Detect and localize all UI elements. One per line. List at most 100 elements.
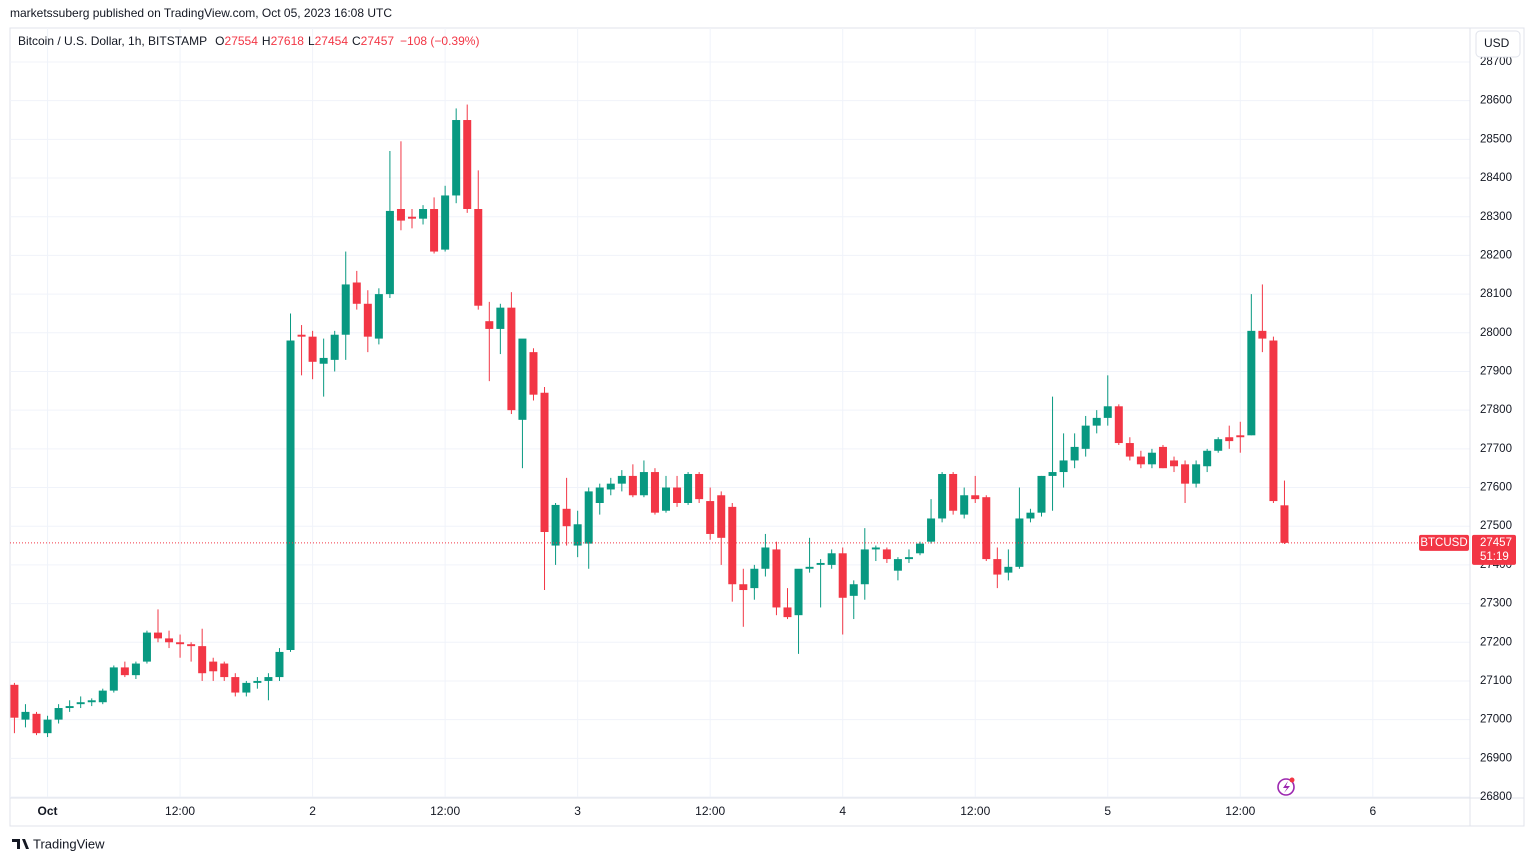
candle-body xyxy=(264,677,273,681)
chart-frame xyxy=(9,27,1525,827)
candle-body xyxy=(518,338,527,420)
brand: TradingView xyxy=(12,836,105,851)
candle-body xyxy=(275,651,284,678)
candle-body xyxy=(1258,330,1267,339)
price-tag-value: 27457 xyxy=(1480,537,1512,549)
candle-body xyxy=(21,711,30,720)
candle-body xyxy=(750,568,759,589)
candle-body xyxy=(1280,505,1289,543)
grid xyxy=(10,28,1470,798)
y-tick-label: 26800 xyxy=(1480,791,1512,803)
candle-body xyxy=(650,472,659,513)
candle-body xyxy=(352,282,361,304)
candle-body xyxy=(971,495,980,500)
candle-body xyxy=(209,661,218,672)
y-tick-label: 27900 xyxy=(1480,366,1512,378)
candle-body xyxy=(606,483,615,490)
candle-body xyxy=(794,568,803,616)
candle-body xyxy=(1015,518,1024,567)
y-tick-label: 27300 xyxy=(1480,598,1512,610)
y-tick-label: 28000 xyxy=(1480,327,1512,339)
candle-body xyxy=(341,284,350,335)
candle-body xyxy=(728,506,737,585)
symbol: Bitcoin / U.S. Dollar, 1h, BITSTAMP xyxy=(18,34,207,48)
y-tick-label: 27600 xyxy=(1480,482,1512,494)
candle-body xyxy=(1070,446,1079,461)
candle-body xyxy=(584,491,593,544)
currency-button[interactable] xyxy=(1475,30,1521,58)
candle-body xyxy=(982,497,991,560)
publisher: marketssuberg published on TradingView.c… xyxy=(10,6,392,20)
candle-body xyxy=(805,566,814,569)
candle-body xyxy=(684,473,693,503)
candle-body xyxy=(904,557,913,560)
candle-body xyxy=(617,475,626,484)
y-tick-label: 28300 xyxy=(1480,211,1512,223)
candle-body xyxy=(816,562,825,565)
candle-body xyxy=(10,684,19,718)
candle-body xyxy=(1214,439,1223,451)
candle-body xyxy=(783,607,792,618)
ohlc-value: 27618 xyxy=(271,34,305,48)
candle-body xyxy=(1026,512,1035,519)
candle-body xyxy=(165,638,174,643)
candle-body xyxy=(1225,437,1234,442)
candle-body xyxy=(198,646,207,674)
y-tick-label: 27700 xyxy=(1480,443,1512,455)
candle-body xyxy=(562,508,571,527)
y-tick-label: 27100 xyxy=(1480,675,1512,687)
x-tick-label: 12:00 xyxy=(695,804,725,818)
x-tick-label: 5 xyxy=(1104,804,1111,818)
ohlc-label: O xyxy=(215,34,224,48)
candle-body xyxy=(142,632,151,662)
candle-body xyxy=(761,547,770,569)
ohlc-label: C xyxy=(352,34,361,48)
y-tick-label: 27200 xyxy=(1480,636,1512,648)
candle-body xyxy=(1269,340,1278,502)
x-tick-label: Oct xyxy=(38,804,58,818)
y-tick-label: 27500 xyxy=(1480,520,1512,532)
y-tick-label: 26900 xyxy=(1480,752,1512,764)
candle-body xyxy=(1170,460,1179,467)
plot xyxy=(10,104,1470,738)
x-tick-label: 3 xyxy=(574,804,581,818)
y-tick-label: 28200 xyxy=(1480,249,1512,261)
currency[interactable]: USD xyxy=(1484,36,1510,50)
candle-body xyxy=(1037,475,1046,513)
candle-body xyxy=(54,708,63,720)
candle-body xyxy=(507,307,516,411)
x-tick-label: 12:00 xyxy=(960,804,990,818)
y-tick-label: 28100 xyxy=(1480,288,1512,300)
candle-body xyxy=(540,392,549,533)
candle-body xyxy=(838,553,847,598)
candle-body xyxy=(1081,425,1090,449)
candle-body xyxy=(1059,460,1068,473)
candle-body xyxy=(1192,464,1201,484)
candle-body xyxy=(187,644,196,647)
candle-body xyxy=(253,680,262,683)
candle-body xyxy=(407,216,416,219)
candle-body xyxy=(430,209,439,252)
x-tick-label: 12:00 xyxy=(165,804,195,818)
axes: 2680026900270002710027200273002740027500… xyxy=(38,56,1516,818)
candle-body xyxy=(419,209,428,219)
candle-body xyxy=(242,682,251,693)
y-tick-label: 27000 xyxy=(1480,714,1512,726)
candle-body xyxy=(949,473,958,511)
candle-body xyxy=(220,663,229,678)
ohlc-value: 27454 xyxy=(315,34,349,48)
candle-body xyxy=(76,702,85,705)
candle-body xyxy=(297,334,306,337)
countdown: 51:19 xyxy=(1480,551,1509,563)
candle-body xyxy=(452,120,461,196)
candle-body xyxy=(1203,450,1212,467)
change: −108 (−0.39%) xyxy=(400,34,479,48)
candle-body xyxy=(109,667,118,691)
ticker: BTCUSD xyxy=(1420,537,1467,549)
brand-name: TradingView xyxy=(33,836,105,851)
candle-body xyxy=(474,209,483,306)
candle-body xyxy=(396,209,405,221)
candle-body xyxy=(1181,464,1190,484)
y-tick-label: 27800 xyxy=(1480,404,1512,416)
